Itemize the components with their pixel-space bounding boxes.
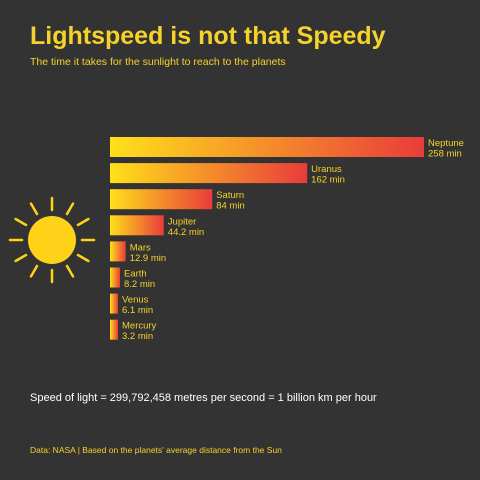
bar-venus [110,293,118,314]
bar-mercury [110,319,118,340]
bar-value-neptune: 258 min [428,149,462,160]
sun-ray [65,264,75,278]
bar-value-jupiter: 44.2 min [168,227,204,238]
bar-label-saturn: Saturn [216,190,244,201]
bar-value-mercury: 3.2 min [122,331,153,342]
bar-earth [110,267,120,288]
bar-label-mars: Mars [130,242,151,253]
bar-jupiter [110,215,164,236]
sun-ray [76,217,90,227]
bar-value-uranus: 162 min [311,175,345,186]
sun-disc [28,216,76,264]
bar-uranus [110,163,308,184]
bar-mars [110,241,126,262]
bar-label-earth: Earth [124,269,147,280]
bar-value-earth: 8.2 min [124,279,155,290]
sun-ray [14,253,28,263]
bar-value-venus: 6.1 min [122,305,153,316]
bar-label-neptune: Neptune [428,138,464,149]
chart-title: Lightspeed is not that Speedy [30,22,386,50]
bar-label-venus: Venus [122,295,149,306]
sun-ray [29,202,39,216]
chart-subtitle: The time it takes for the sunlight to re… [30,56,286,68]
sun-ray [76,253,90,263]
bar-label-uranus: Uranus [311,164,342,175]
bar-saturn [110,189,213,210]
bar-neptune [110,137,424,157]
sun-ray [14,217,28,227]
bar-value-mars: 12.9 min [130,253,166,264]
speed-of-light-note: Speed of light = 299,792,458 metres per … [30,392,377,404]
sun-ray [65,202,75,216]
sun-icon [8,196,96,284]
sun-ray [29,264,39,278]
bar-label-jupiter: Jupiter [168,216,197,227]
bar-label-mercury: Mercury [122,321,157,332]
bar-value-saturn: 84 min [216,201,245,212]
data-source-note: Data: NASA | Based on the planets' avera… [30,445,282,455]
